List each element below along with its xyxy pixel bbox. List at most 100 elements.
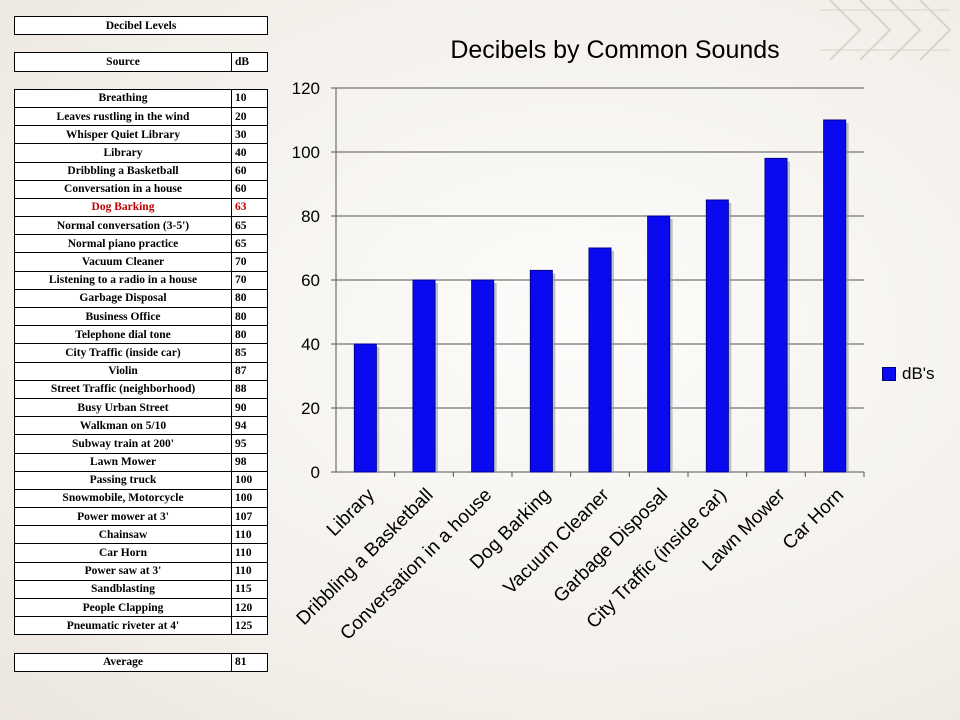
db-cell: 95 — [230, 434, 269, 454]
table-row: Listening to a radio in a house 70 — [14, 270, 269, 290]
table-row: Library 40 — [14, 143, 269, 163]
db-cell: 125 — [230, 616, 269, 636]
source-cell: Library — [14, 143, 232, 163]
source-cell: Busy Urban Street — [14, 397, 232, 418]
source-cell: Telephone dial tone — [14, 325, 232, 345]
db-cell: 70 — [230, 252, 269, 272]
bar — [764, 157, 788, 473]
average-label: Average — [14, 652, 232, 672]
y-tick-label: 80 — [301, 207, 320, 226]
table-row: Pneumatic riveter at 4' 125 — [14, 616, 269, 636]
db-cell: 110 — [230, 543, 269, 563]
db-cell: 80 — [230, 306, 269, 327]
db-cell: 120 — [230, 597, 269, 618]
table-row: Subway train at 200' 95 — [14, 434, 269, 454]
table-row: City Traffic (inside car) 85 — [14, 343, 269, 363]
table-row: Snowmobile, Motorcycle 100 — [14, 488, 269, 509]
source-cell: Leaves rustling in the wind — [14, 106, 232, 127]
db-cell: 80 — [230, 325, 269, 345]
bar — [823, 119, 847, 473]
table-row: Leaves rustling in the wind 20 — [14, 106, 269, 127]
table-row: People Clapping 120 — [14, 597, 269, 618]
db-cell: 107 — [230, 507, 269, 527]
chart-legend: dB's — [882, 364, 935, 384]
y-tick-label: 20 — [301, 399, 320, 418]
db-cell: 65 — [230, 234, 269, 254]
y-tick-label: 40 — [301, 335, 320, 354]
db-cell: 110 — [230, 525, 269, 545]
db-cell: 10 — [230, 88, 269, 108]
db-cell: 65 — [230, 216, 269, 236]
source-cell: Normal piano practice — [14, 234, 232, 254]
db-cell: 70 — [230, 270, 269, 290]
bar — [705, 199, 729, 473]
corner-pattern-decoration — [820, 0, 952, 60]
chart-title: Decibels by Common Sounds — [450, 36, 780, 64]
y-tick-label: 120 — [292, 79, 320, 98]
table-row: Garbage Disposal 80 — [14, 288, 269, 309]
source-cell: Garbage Disposal — [14, 288, 232, 309]
average-row: Average 81 — [14, 652, 269, 672]
y-tick-label: 60 — [301, 271, 320, 290]
db-cell: 100 — [230, 488, 269, 509]
source-cell: Snowmobile, Motorcycle — [14, 488, 232, 509]
x-tick-label: Library — [323, 484, 379, 540]
source-cell: Conversation in a house — [14, 179, 232, 199]
db-cell: 88 — [230, 379, 269, 399]
table-row: Normal piano practice 65 — [14, 234, 269, 254]
header-db: dB — [230, 52, 269, 72]
source-cell: People Clapping — [14, 597, 232, 618]
table-row: Passing truck 100 — [14, 470, 269, 490]
table-row: Walkman on 5/10 94 — [14, 416, 269, 436]
source-cell: City Traffic (inside car) — [14, 343, 232, 363]
y-tick-label: 0 — [311, 463, 320, 482]
table-row: Power saw at 3' 110 — [14, 561, 269, 581]
bar — [412, 279, 436, 473]
x-tick-label: Car Horn — [779, 485, 848, 554]
header-source: Source — [14, 52, 232, 72]
source-cell: Passing truck — [14, 470, 232, 490]
table-row: Street Traffic (neighborhood) 88 — [14, 379, 269, 399]
table-row: Lawn Mower 98 — [14, 452, 269, 472]
table-row: Violin 87 — [14, 361, 269, 381]
table-row: Vacuum Cleaner 70 — [14, 252, 269, 272]
table-row: Busy Urban Street 90 — [14, 397, 269, 418]
bar — [588, 247, 612, 473]
table-caption: Decibel Levels — [13, 15, 269, 36]
source-cell: Dog Barking — [14, 197, 232, 218]
source-cell: Chainsaw — [14, 525, 232, 545]
source-cell: Walkman on 5/10 — [14, 416, 232, 436]
source-cell: Pneumatic riveter at 4' — [14, 616, 232, 636]
table-row: Breathing 10 — [14, 88, 269, 108]
db-cell: 115 — [230, 579, 269, 600]
source-cell: Breathing — [14, 88, 232, 108]
table-row: Conversation in a house 60 — [14, 179, 269, 199]
db-cell: 60 — [230, 179, 269, 199]
source-cell: Power saw at 3' — [14, 561, 232, 581]
source-cell: Subway train at 200' — [14, 434, 232, 454]
table-row: Power mower at 3' 107 — [14, 507, 269, 527]
decibel-levels-table: Decibel Levels Source dB Breathing 10 Leav… — [13, 15, 269, 672]
source-cell: Power mower at 3' — [14, 507, 232, 527]
table-row: Business Office 80 — [14, 306, 269, 327]
source-cell: Vacuum Cleaner — [14, 252, 232, 272]
db-cell: 30 — [230, 125, 269, 145]
y-tick-label: 100 — [292, 143, 320, 162]
table-row: Car Horn 110 — [14, 543, 269, 563]
db-cell: 100 — [230, 470, 269, 490]
bar — [529, 269, 553, 473]
db-cell: 60 — [230, 161, 269, 181]
source-cell: Violin — [14, 361, 232, 381]
bar — [471, 279, 495, 473]
db-cell: 20 — [230, 106, 269, 127]
db-cell: 80 — [230, 288, 269, 309]
x-tick-label: Vacuum Cleaner — [500, 484, 614, 598]
source-cell: Business Office — [14, 306, 232, 327]
table-row: Chainsaw 110 — [14, 525, 269, 545]
db-cell: 87 — [230, 361, 269, 381]
db-cell: 40 — [230, 143, 269, 163]
average-value: 81 — [230, 652, 269, 672]
db-cell: 90 — [230, 397, 269, 418]
table-row: Dog Barking 63 — [14, 197, 269, 218]
